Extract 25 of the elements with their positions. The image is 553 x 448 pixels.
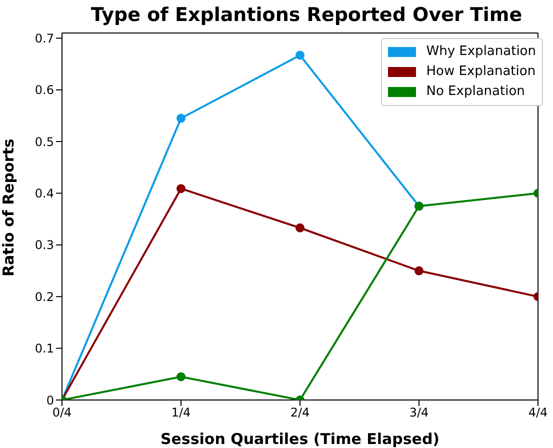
x-tick-label: 1/4	[171, 406, 191, 420]
x-tick-label: 4/4	[528, 406, 548, 420]
legend-label: How Explanation	[425, 63, 536, 81]
y-tick-label: 0	[46, 393, 54, 408]
y-tick-label: 0.1	[34, 342, 54, 356]
point	[296, 223, 304, 232]
y-tick-label: 0.4	[34, 186, 54, 200]
y-tick-label: 0.7	[34, 31, 54, 46]
point	[176, 114, 186, 123]
x-axis-title: Session Quartiles (Time Elapsed)	[160, 430, 440, 448]
point	[414, 266, 424, 276]
chart-title: Type of Explantions Reported Over Time	[90, 4, 524, 26]
y-tick-label: 0.6	[34, 83, 54, 98]
y-tick-label: 0.2	[34, 290, 54, 304]
x-tick-label: 0/4	[52, 406, 72, 420]
y-tick-label: 0.3	[34, 238, 54, 252]
point	[296, 50, 304, 60]
x-tick-label: 3/4	[409, 406, 429, 420]
point	[176, 184, 186, 194]
y-tick-label: 0.5	[34, 134, 54, 149]
legend-label: No Explanation	[425, 83, 526, 101]
point	[176, 372, 186, 382]
legend-label: Why Explanation	[425, 43, 536, 61]
x-tick-label: 2/4	[290, 406, 310, 420]
y-axis-title: Ratio of Reports	[0, 138, 18, 276]
